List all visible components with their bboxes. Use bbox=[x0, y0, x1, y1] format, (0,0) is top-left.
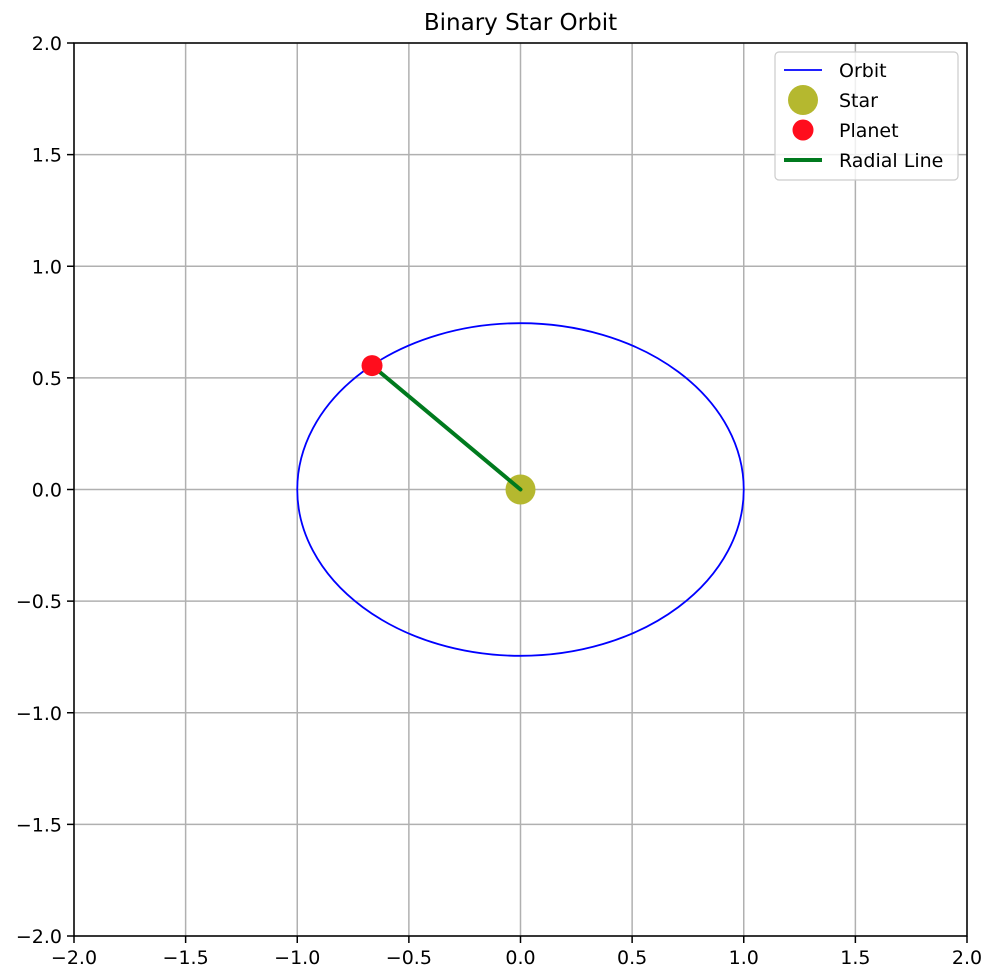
y-tick-label: 1.0 bbox=[32, 256, 62, 278]
x-tick-label: −1.0 bbox=[274, 947, 320, 969]
legend-entry-orbit-label: Orbit bbox=[839, 60, 887, 82]
legend-entry-planet-label: Planet bbox=[839, 120, 899, 142]
plot-layer bbox=[296, 322, 745, 657]
y-tick-label: −0.5 bbox=[16, 591, 62, 613]
x-tick-label: 1.0 bbox=[729, 947, 759, 969]
legend-entry-star-label: Star bbox=[839, 90, 878, 112]
x-tick-label: 1.5 bbox=[840, 947, 870, 969]
y-tick-label: 1.5 bbox=[32, 145, 62, 167]
legend-entry-star-handle bbox=[788, 85, 818, 115]
legend-entry-planet-handle bbox=[792, 119, 814, 141]
x-tick-label: −1.5 bbox=[163, 947, 209, 969]
y-tick-label: 0.5 bbox=[32, 368, 62, 390]
y-tick-label: 0.0 bbox=[32, 480, 62, 502]
axes-layer: −2.0 −1.5 −1.0 −0.5 0.0 0.5 1.0 1.5 2.0 −2.0 −1.5 −… bbox=[16, 33, 982, 969]
legend-entry-radial-line-label: Radial Line bbox=[839, 150, 943, 172]
orbit-line bbox=[296, 322, 745, 657]
y-tick-label: −1.5 bbox=[16, 814, 62, 836]
y-tick-label: 2.0 bbox=[32, 33, 62, 55]
x-tick-label: 0.5 bbox=[617, 947, 647, 969]
x-tick-label: −0.5 bbox=[386, 947, 432, 969]
legend: Orbit Star Planet Radial Line bbox=[774, 51, 959, 181]
legend-box bbox=[774, 51, 959, 181]
radial-line bbox=[370, 363, 523, 492]
x-tick-label: 0.0 bbox=[505, 947, 535, 969]
x-tick-label: 2.0 bbox=[952, 947, 982, 969]
y-tick-label: −1.0 bbox=[16, 703, 62, 725]
plot-frame bbox=[73, 42, 968, 937]
x-tick-label: −2.0 bbox=[51, 947, 97, 969]
planet-marker bbox=[361, 355, 383, 377]
chart-title: Binary Star Orbit bbox=[424, 10, 617, 36]
y-tick-label: −2.0 bbox=[16, 926, 62, 948]
